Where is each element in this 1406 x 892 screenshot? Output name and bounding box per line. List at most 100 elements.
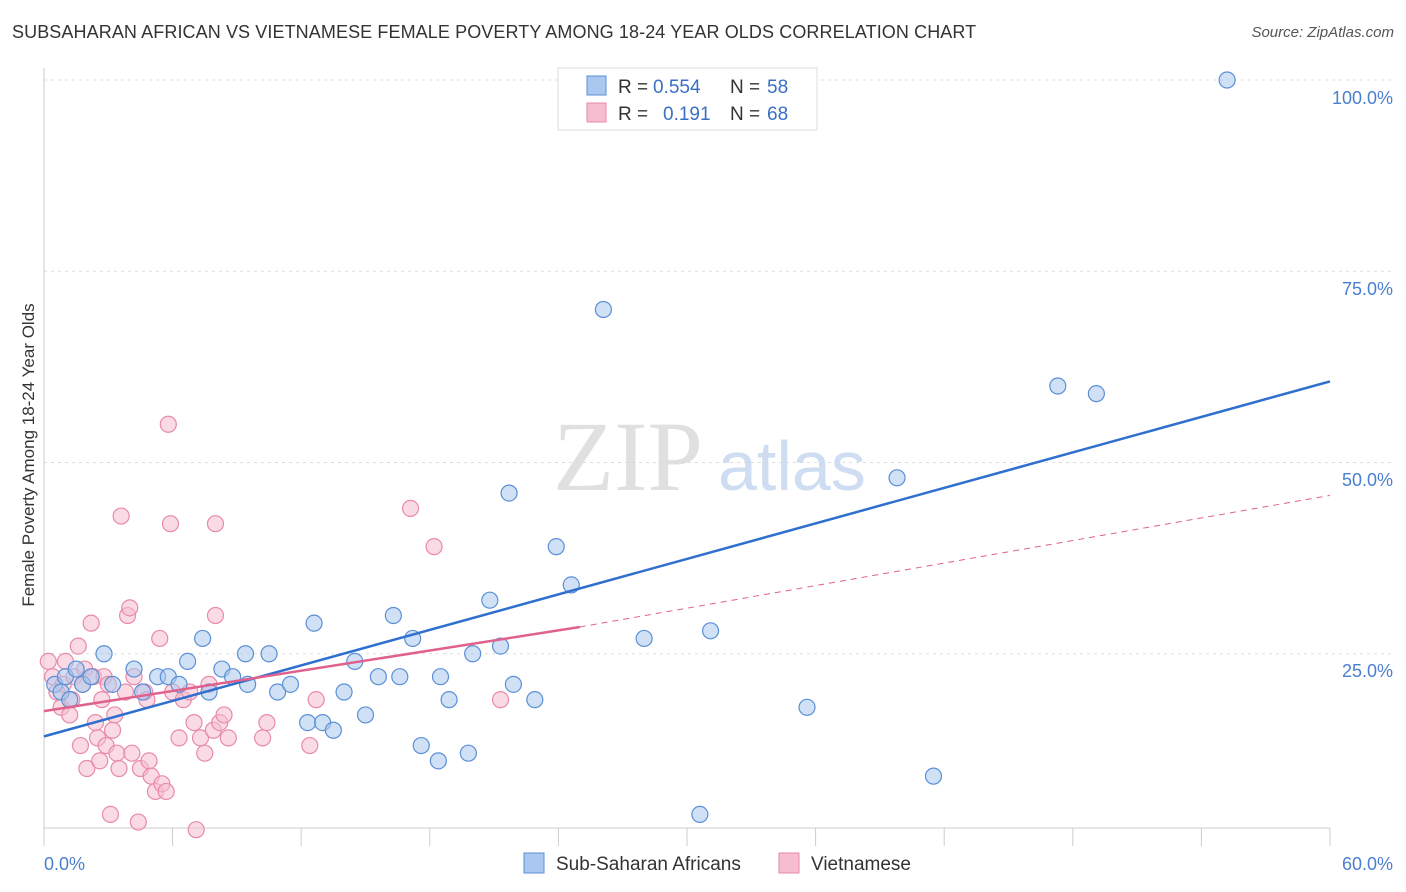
x-tick-label-60: 60.0% bbox=[1342, 854, 1393, 874]
vietnamese-point bbox=[82, 614, 100, 632]
sub-saharan-point bbox=[464, 645, 482, 663]
trendlines bbox=[43, 380, 1331, 738]
y-tick-label-75: 75.0% bbox=[1342, 279, 1393, 299]
vietnamese-point bbox=[61, 706, 79, 724]
sub-saharan-point bbox=[481, 591, 499, 609]
legend-swatch-blue bbox=[586, 75, 607, 96]
bottom-legend-vietnamese: Vietnamese bbox=[811, 854, 911, 875]
sub-saharan-point bbox=[335, 683, 353, 701]
chart-title: SUBSAHARAN AFRICAN VS VIETNAMESE FEMALE … bbox=[12, 22, 977, 42]
sub-saharan-point bbox=[179, 652, 197, 671]
vietnamese-point bbox=[129, 813, 147, 831]
bottom-legend-sub-saharan: Sub-Saharan Africans bbox=[556, 854, 741, 875]
sub-saharan-point bbox=[459, 744, 477, 762]
vietnamese-point bbox=[307, 691, 325, 709]
source-label: Source: ZipAtlas.com bbox=[1251, 24, 1394, 41]
sub-saharan-point bbox=[594, 300, 613, 319]
sub-saharan-point bbox=[429, 752, 447, 770]
legend-n-value-2: 68 bbox=[767, 104, 788, 125]
y-tick-label-100: 100.0% bbox=[1332, 88, 1393, 108]
sub-saharan-point bbox=[491, 637, 510, 655]
sub-saharan-point bbox=[500, 484, 518, 502]
sub-saharan-point bbox=[82, 668, 100, 686]
vietnamese-point bbox=[170, 729, 188, 747]
sub-saharan-point bbox=[547, 538, 565, 556]
sub-saharan-point bbox=[412, 736, 430, 755]
vietnamese-point bbox=[121, 599, 139, 617]
vietnamese-point bbox=[91, 752, 109, 770]
legend-r-value-1: 0.554 bbox=[653, 77, 701, 98]
vietnamese-trendline-extension bbox=[579, 494, 1331, 628]
vietnamese-point bbox=[258, 713, 276, 732]
vietnamese-point bbox=[157, 782, 175, 801]
vietnamese-point bbox=[401, 499, 420, 517]
sub-saharan-point bbox=[103, 675, 122, 693]
vietnamese-point bbox=[123, 744, 141, 762]
sub-saharan-point bbox=[691, 805, 709, 824]
y-tick-label-25: 25.0% bbox=[1342, 661, 1393, 681]
vietnamese-points bbox=[39, 415, 510, 839]
sub-saharan-point bbox=[269, 683, 287, 701]
y-tick-label-50: 50.0% bbox=[1342, 470, 1393, 490]
vietnamese-point bbox=[78, 759, 96, 778]
sub-saharan-point bbox=[95, 645, 113, 663]
legend-r-label-1: R = bbox=[618, 77, 648, 98]
sub-saharan-point bbox=[431, 668, 450, 686]
vietnamese-point bbox=[151, 629, 169, 648]
sub-saharan-point bbox=[260, 645, 278, 663]
sub-saharan-point bbox=[440, 691, 458, 709]
bottom-legend-swatch-blue bbox=[523, 852, 545, 874]
sub-saharan-point bbox=[305, 614, 323, 632]
vietnamese-point bbox=[206, 606, 225, 625]
vietnamese-point bbox=[215, 706, 233, 724]
vietnamese-point bbox=[159, 415, 177, 433]
vietnamese-trendline bbox=[43, 625, 581, 713]
vietnamese-point bbox=[219, 729, 237, 747]
x-tick-marks bbox=[43, 828, 1331, 846]
sub-saharan-point bbox=[798, 698, 816, 716]
sub-saharan-point bbox=[324, 721, 342, 739]
vietnamese-point bbox=[112, 507, 130, 525]
sub-saharan-point bbox=[281, 675, 300, 693]
vietnamese-point bbox=[39, 652, 57, 671]
sub-saharan-point bbox=[701, 622, 720, 640]
gridlines bbox=[44, 79, 1392, 655]
vietnamese-point bbox=[140, 752, 158, 770]
sub-saharan-point bbox=[504, 675, 522, 693]
sub-saharan-point bbox=[299, 713, 317, 732]
sub-saharan-point bbox=[67, 660, 85, 678]
vietnamese-point bbox=[108, 744, 126, 762]
vietnamese-point bbox=[161, 515, 180, 533]
vietnamese-point bbox=[301, 736, 319, 755]
sub-saharan-point bbox=[194, 629, 212, 648]
vietnamese-point bbox=[116, 683, 135, 701]
x-tick-label-0: 0.0% bbox=[44, 854, 85, 874]
legend-r-label-2: R = bbox=[618, 104, 648, 125]
vietnamese-point bbox=[425, 538, 443, 556]
vietnamese-point bbox=[254, 729, 272, 747]
sub-saharan-point bbox=[356, 706, 375, 724]
sub-saharan-point bbox=[1218, 71, 1236, 89]
sub-saharan-point bbox=[635, 629, 653, 648]
vietnamese-point bbox=[71, 736, 90, 755]
y-axis-label: Female Poverty Among 18-24 Year Olds bbox=[19, 303, 38, 606]
legend-swatch-pink bbox=[586, 102, 607, 123]
sub-saharan-point bbox=[236, 645, 255, 663]
legend-r-value-2: 0.191 bbox=[663, 104, 711, 125]
vietnamese-point bbox=[103, 721, 122, 739]
sub-saharan-point bbox=[384, 606, 402, 625]
vietnamese-point bbox=[491, 691, 510, 709]
sub-saharan-point bbox=[391, 668, 409, 686]
watermark-zip: ZIP bbox=[553, 401, 703, 512]
vietnamese-point bbox=[206, 515, 225, 533]
vietnamese-point bbox=[101, 805, 120, 824]
vietnamese-point bbox=[69, 637, 87, 655]
sub-saharan-point bbox=[888, 469, 906, 487]
sub-saharan-point bbox=[1087, 385, 1105, 403]
vietnamese-point bbox=[93, 691, 111, 709]
sub-saharan-point bbox=[924, 767, 943, 785]
sub-saharan-point bbox=[125, 660, 143, 678]
vietnamese-point bbox=[196, 744, 214, 762]
legend-box: R = 0.554 N = 58 R = 0.191 N = 68 bbox=[557, 67, 818, 131]
